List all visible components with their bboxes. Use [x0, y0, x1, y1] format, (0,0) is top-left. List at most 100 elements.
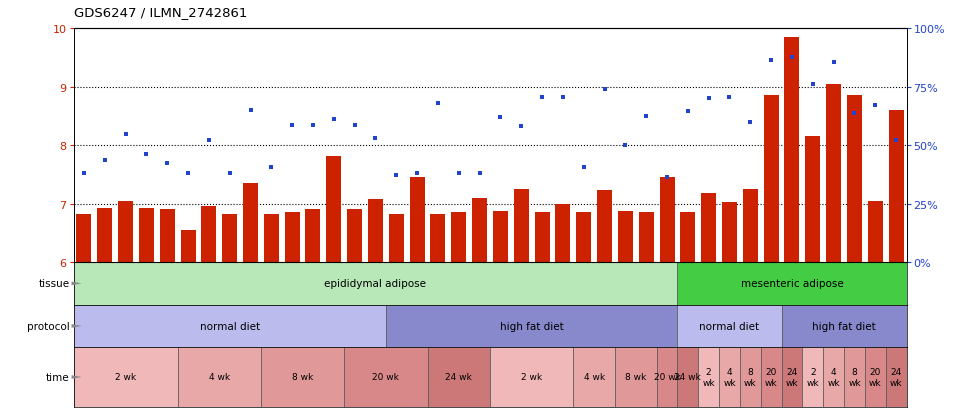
- Bar: [677, 262, 906, 305]
- Bar: [806, 137, 820, 262]
- Bar: [118, 201, 133, 262]
- Point: [514, 123, 529, 130]
- Point: [784, 55, 800, 62]
- Point: [160, 160, 175, 166]
- Bar: [784, 38, 800, 262]
- Point: [326, 116, 342, 123]
- Bar: [261, 347, 344, 407]
- Bar: [556, 204, 570, 262]
- Bar: [160, 210, 174, 262]
- Point: [388, 173, 404, 179]
- Bar: [74, 262, 907, 321]
- Bar: [722, 202, 737, 262]
- Point: [471, 171, 487, 177]
- Point: [221, 171, 237, 177]
- Point: [617, 142, 633, 149]
- Bar: [639, 213, 654, 262]
- Bar: [847, 96, 862, 262]
- Bar: [451, 213, 466, 262]
- Point: [701, 96, 716, 102]
- Text: 8 wk: 8 wk: [625, 373, 647, 382]
- Bar: [677, 347, 698, 407]
- Text: 4
wk: 4 wk: [723, 368, 736, 387]
- Point: [721, 95, 737, 101]
- Bar: [284, 213, 300, 262]
- Bar: [177, 347, 261, 407]
- Point: [680, 109, 696, 115]
- Text: GDS6247 / ILMN_2742861: GDS6247 / ILMN_2742861: [74, 6, 247, 19]
- Point: [805, 81, 820, 88]
- Point: [493, 114, 509, 121]
- Text: mesenteric adipose: mesenteric adipose: [741, 279, 844, 289]
- Bar: [826, 84, 841, 262]
- Bar: [74, 305, 386, 347]
- Text: 4
wk: 4 wk: [827, 368, 840, 387]
- Bar: [264, 214, 279, 262]
- Text: 8
wk: 8 wk: [848, 368, 860, 387]
- Bar: [493, 211, 508, 262]
- Bar: [306, 210, 320, 262]
- Bar: [617, 211, 633, 262]
- Bar: [615, 347, 657, 407]
- Bar: [427, 347, 490, 407]
- Bar: [347, 210, 363, 262]
- Point: [97, 157, 113, 164]
- Text: 20
wk: 20 wk: [764, 368, 777, 387]
- Point: [118, 132, 133, 138]
- Point: [555, 95, 570, 101]
- Bar: [389, 214, 404, 262]
- Text: 2 wk: 2 wk: [521, 373, 542, 382]
- Point: [138, 151, 154, 158]
- Bar: [76, 215, 91, 262]
- Point: [180, 171, 196, 177]
- Point: [264, 164, 279, 171]
- Text: 2
wk: 2 wk: [807, 368, 819, 387]
- Bar: [344, 347, 427, 407]
- Bar: [243, 184, 258, 262]
- Bar: [719, 347, 740, 407]
- Bar: [430, 214, 446, 262]
- Point: [76, 171, 92, 177]
- Text: normal diet: normal diet: [200, 321, 260, 331]
- Bar: [222, 214, 237, 262]
- Bar: [865, 347, 886, 407]
- Point: [826, 59, 842, 66]
- Bar: [180, 230, 196, 262]
- Text: 24
wk: 24 wk: [890, 368, 903, 387]
- Bar: [740, 347, 760, 407]
- Text: 2 wk: 2 wk: [115, 373, 136, 382]
- Text: 20
wk: 20 wk: [869, 368, 882, 387]
- Bar: [844, 347, 865, 407]
- Point: [347, 122, 363, 128]
- Point: [660, 174, 675, 181]
- Bar: [743, 190, 758, 262]
- Bar: [889, 111, 904, 262]
- Bar: [368, 200, 383, 262]
- Point: [201, 138, 217, 144]
- Bar: [534, 213, 550, 262]
- Point: [534, 95, 550, 101]
- Text: 24 wk: 24 wk: [674, 373, 702, 382]
- Bar: [763, 96, 779, 262]
- Text: 20 wk: 20 wk: [372, 373, 399, 382]
- Bar: [677, 305, 782, 347]
- Bar: [490, 347, 573, 407]
- Bar: [803, 347, 823, 407]
- Text: 8 wk: 8 wk: [292, 373, 314, 382]
- Bar: [657, 347, 677, 407]
- Point: [305, 122, 320, 128]
- Point: [743, 119, 759, 126]
- Text: normal diet: normal diet: [700, 321, 760, 331]
- Text: 4 wk: 4 wk: [209, 373, 230, 382]
- Point: [847, 110, 862, 117]
- Point: [284, 122, 300, 128]
- Bar: [514, 190, 529, 262]
- Bar: [597, 190, 612, 262]
- Text: tissue: tissue: [38, 279, 70, 289]
- Bar: [97, 209, 113, 262]
- Bar: [139, 208, 154, 262]
- Bar: [867, 201, 883, 262]
- Point: [368, 135, 383, 142]
- Bar: [782, 347, 803, 407]
- Text: 20 wk: 20 wk: [654, 373, 680, 382]
